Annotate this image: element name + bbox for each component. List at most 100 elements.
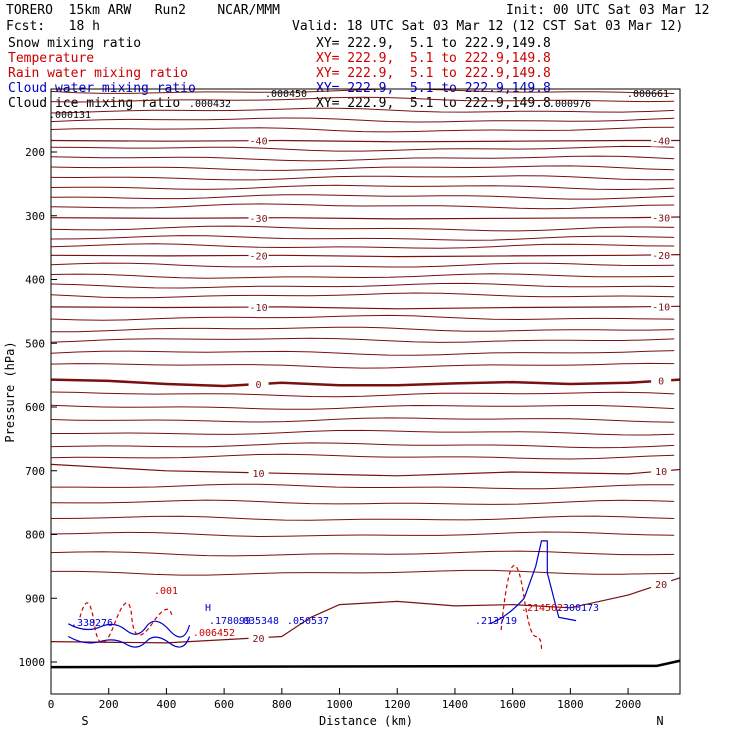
background-level-line	[50, 292, 675, 299]
isotherm-label: -20	[250, 251, 268, 262]
contour-annotation: .001	[154, 586, 178, 597]
x-tick-label: 1800	[557, 698, 584, 711]
y-tick-label: 300	[25, 210, 45, 223]
isotherm-label: 10	[655, 467, 667, 478]
background-level-line	[51, 326, 675, 333]
isotherm-label-bg	[248, 631, 269, 644]
contour-annotation: .000976	[549, 99, 591, 110]
background-level-line	[50, 117, 675, 123]
legend-rain-label: Rain water mixing ratio	[8, 66, 189, 81]
temperature-isotherms: -40 -40 -30 -30 -20 -20 -10 -10 0 0 10 10 20 20	[50, 88, 681, 669]
background-level-line	[50, 282, 675, 289]
contour-annotation: .035348	[237, 616, 279, 627]
isotherm-label-bg	[651, 374, 672, 387]
valid-line: Valid: 18 UTC Sat 03 Mar 12 (12 CST Sat …	[292, 19, 684, 34]
background-level-line	[50, 184, 675, 191]
legend-snow-xy: XY= 222.9, 5.1 to 222.9,149.8	[316, 36, 551, 51]
background-level-line	[50, 404, 675, 410]
fcst-line: Fcst: 18 h	[6, 19, 100, 34]
x-tick-label: 2000	[615, 698, 642, 711]
isotherm-label-bg	[248, 466, 269, 479]
isotherm-label: -30	[652, 213, 670, 224]
x-tick-label: 1200	[384, 698, 411, 711]
background-level-line	[50, 107, 675, 114]
x-tick-label: 1400	[442, 698, 469, 711]
x-tick-label: 600	[214, 698, 234, 711]
endpoint-label-south: S	[81, 714, 88, 728]
endpoint-label-north: N	[656, 714, 663, 728]
legend-cloud-ice-xy: XY= 222.9, 5.1 to 222.9,149.8	[316, 96, 551, 111]
isotherm-label-bg	[651, 578, 672, 591]
isotherm-line	[50, 577, 681, 644]
isotherm-label-bg	[248, 211, 269, 224]
isotherm-label-bg	[248, 301, 269, 314]
background-level-line	[50, 235, 675, 241]
contour-annotation: .214562	[521, 603, 563, 614]
background-level-line	[50, 203, 675, 210]
y-axis-title: Pressure (hPa)	[3, 341, 17, 442]
background-level-line	[50, 337, 675, 343]
rain-water-contour	[79, 602, 173, 644]
contour-annotation: .000661	[627, 89, 669, 100]
legend-rain-xy: XY= 222.9, 5.1 to 222.9,149.8	[316, 66, 551, 81]
isotherm-label: 20	[655, 580, 667, 591]
background-level-line	[51, 483, 675, 490]
isotherm-label-bg	[651, 134, 672, 147]
contour-annotation: H	[205, 603, 211, 614]
surface-line	[50, 659, 681, 669]
y-tick-label: 600	[25, 401, 45, 414]
background-level-line	[50, 453, 675, 460]
hydrometeor-contours: .001 .178099.035348 .050537 .213719 .214562.…	[49, 89, 669, 650]
background-level-line	[50, 314, 675, 321]
isotherm-line	[50, 378, 681, 388]
background-level-line	[50, 262, 675, 268]
isotherm-label: -10	[250, 303, 268, 314]
isotherm-line	[50, 305, 681, 310]
init-line: Init: 00 UTC Sat 03 Mar 12	[506, 3, 710, 18]
x-axis-title: Distance (km)	[319, 714, 413, 728]
x-tick-label: 400	[156, 698, 176, 711]
isotherm-line	[50, 216, 681, 220]
y-tick-label: 800	[25, 529, 45, 542]
model-line: TORERO 15km ARW Run2 NCAR/MMM	[6, 3, 280, 18]
background-level-line	[50, 88, 675, 94]
contour-annotation: .050537	[287, 616, 329, 627]
isotherm-label: 0	[658, 377, 664, 388]
isotherm-label-bg	[651, 465, 672, 478]
y-axis-ticks: 200 300 400 500 600 700 800 900 1000	[19, 146, 57, 669]
isotherm-line	[50, 463, 681, 477]
isotherm-label: -40	[652, 137, 670, 148]
isotherm-label-bg	[651, 248, 672, 261]
background-level-line	[50, 155, 675, 162]
isotherm-label: -40	[250, 137, 268, 148]
background-level-line	[50, 145, 675, 152]
plot-frame	[50, 88, 681, 695]
isotherm-line	[50, 254, 681, 258]
isotherm-label-bg	[651, 300, 672, 313]
x-tick-label: 1000	[326, 698, 353, 711]
legend-temperature-xy: XY= 222.9, 5.1 to 222.9,149.8	[316, 51, 551, 66]
isotherm-label-bg	[248, 378, 269, 391]
background-level-line	[50, 417, 675, 423]
background-level-line	[50, 499, 675, 505]
background-level-line	[50, 243, 675, 249]
background-level-line	[50, 273, 675, 279]
isotherm-line	[50, 139, 680, 143]
background-level-line	[50, 225, 675, 232]
isotherm-label: 10	[253, 469, 265, 480]
x-axis-ticks: 0 200 400 600 800 1000 1200 1400 1600 1800 2000	[48, 688, 642, 711]
x-tick-label: 200	[99, 698, 119, 711]
isotherm-label: -30	[250, 214, 268, 225]
y-tick-label: 500	[25, 337, 45, 350]
y-tick-label: 1000	[19, 656, 46, 669]
cloud-water-contour	[489, 540, 577, 625]
contour-annotation: .338276	[71, 618, 113, 629]
rain-water-contour	[500, 564, 543, 650]
x-tick-label: 1600	[499, 698, 526, 711]
y-tick-label: 900	[25, 592, 45, 605]
background-level-line	[50, 391, 675, 398]
y-tick-label: 200	[25, 146, 45, 159]
background-level-line	[50, 194, 675, 200]
x-tick-label: 800	[272, 698, 292, 711]
